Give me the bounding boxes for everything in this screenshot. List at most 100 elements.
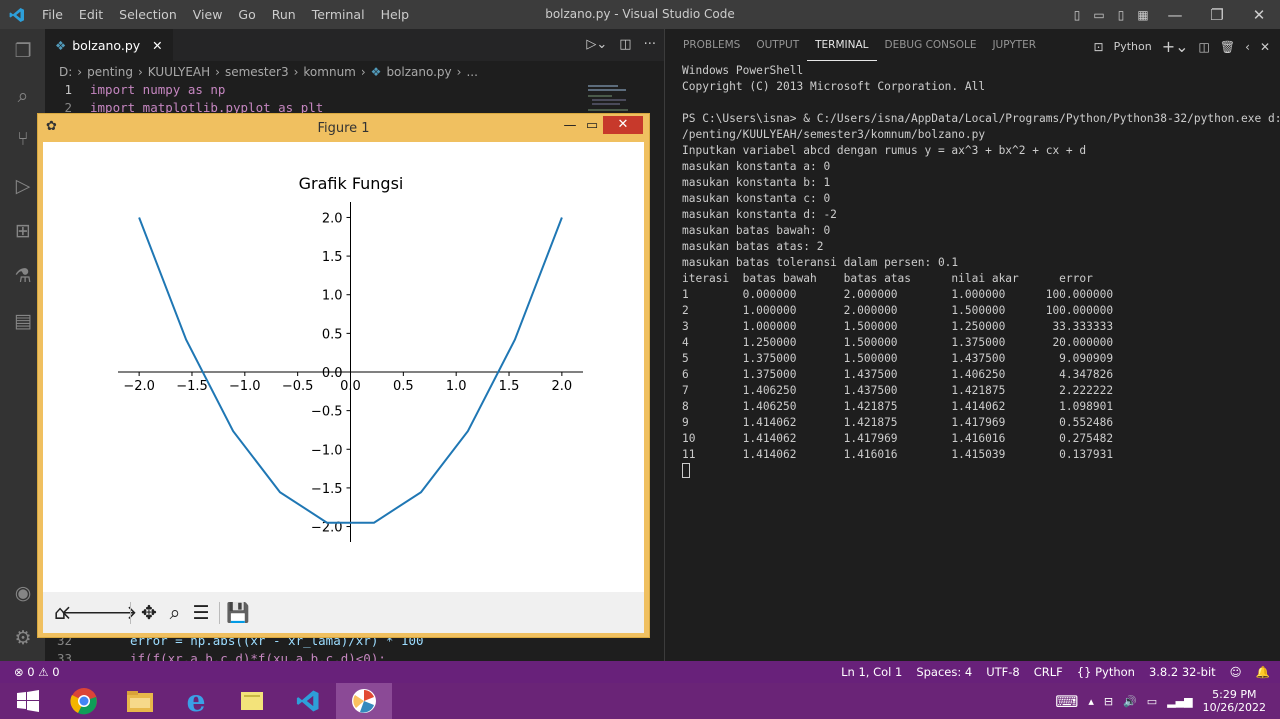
chevron-left-icon[interactable]: ‹ [1245, 39, 1250, 54]
cursor-position[interactable]: Ln 1, Col 1 [841, 665, 903, 679]
split-terminal-icon[interactable]: ◫ [1198, 39, 1210, 54]
breadcrumb-item[interactable]: ... [466, 65, 478, 79]
menu-run[interactable]: Run [271, 7, 296, 22]
figure-minimize-button[interactable]: — [563, 117, 577, 133]
network-icon[interactable]: ⊟ [1103, 694, 1114, 708]
menu-terminal[interactable]: Terminal [311, 7, 365, 22]
plot-canvas[interactable]: Grafik Fungsi −2.0 −1.5 −1.0 −0.5 0.0 0.5 1.0 1… [43, 142, 644, 592]
minimize-button[interactable]: — [1167, 5, 1183, 24]
feedback-icon[interactable]: ☺ [1229, 665, 1242, 679]
terminal-line: masukan batas toleransi dalam persen: 0.… [682, 256, 959, 269]
breadcrumb-item[interactable]: bolzano.py [386, 65, 452, 79]
chart: Grafik Fungsi −2.0 −1.5 −1.0 −0.5 0.0 0.5 1.0 1… [118, 174, 583, 542]
terminal-line: Inputkan variabel abcd dengan rumus y = … [682, 144, 1087, 157]
terminal-line: masukan konstanta a: 0 [682, 160, 831, 173]
tab-output[interactable]: OUTPUT [756, 39, 800, 51]
internet-explorer-icon[interactable]: e [186, 683, 206, 719]
extensions-icon[interactable]: ⊞ [15, 220, 31, 242]
configure-subplots-icon[interactable]: ☰ [192, 601, 210, 624]
terminal-line: masukan batas bawah: 0 [682, 224, 831, 237]
figure-close-button[interactable]: ✕ [603, 116, 643, 134]
settings-gear-icon[interactable]: ⚙ [14, 627, 32, 649]
encoding[interactable]: UTF-8 [986, 665, 1020, 679]
restore-button[interactable]: ❐ [1210, 5, 1224, 24]
terminal-line: masukan konstanta d: -2 [682, 208, 837, 221]
toggle-sidebar-icon[interactable]: ▯ [1073, 7, 1081, 22]
start-button-icon[interactable] [0, 683, 56, 719]
file-explorer-icon[interactable] [112, 683, 168, 719]
x-tick-label: −1.5 [176, 379, 208, 394]
terminal-line: 6 1.375000 1.437500 1.406250 4.347826 [682, 368, 1114, 381]
source-control-icon[interactable]: ⑂ [17, 128, 29, 150]
system-tray: ⌨ ▴ ⊟ 🔊 ▭ ▂▄▆ 5:29 PM 10/26/2022 [1055, 683, 1280, 719]
jupyter-icon[interactable]: ▤ [14, 310, 32, 332]
search-icon[interactable]: ⌕ [17, 85, 29, 107]
clock[interactable]: 5:29 PM 10/26/2022 [1203, 688, 1266, 714]
tab-close-icon[interactable]: ✕ [152, 38, 163, 53]
customize-layout-icon[interactable]: ▦ [1137, 7, 1149, 22]
menu-edit[interactable]: Edit [78, 7, 104, 22]
menu-view[interactable]: View [192, 7, 223, 22]
menu-help[interactable]: Help [380, 7, 410, 22]
python-figure-taskbar-icon[interactable] [336, 683, 392, 719]
forward-arrow-icon[interactable]: 🡒 [86, 602, 138, 624]
keyboard-icon[interactable]: ⌨ [1055, 691, 1079, 711]
clock-time: 5:29 PM [1212, 688, 1257, 701]
tab-problems[interactable]: PROBLEMS [683, 39, 741, 51]
problems-status[interactable]: ⊗ 0 ⚠ 0 [14, 665, 60, 679]
code-lines-top[interactable]: 1 import numpy as np 2 import matplotlib.p… [45, 81, 575, 117]
tab-jupyter[interactable]: JUPYTER [992, 39, 1037, 51]
tab-terminal[interactable]: TERMINAL [807, 29, 877, 61]
new-terminal-icon[interactable]: +⌄ [1161, 37, 1189, 56]
language-mode[interactable]: {} Python [1076, 665, 1135, 679]
minimap[interactable] [580, 83, 650, 143]
battery-icon[interactable]: ▭ [1146, 694, 1158, 708]
eol[interactable]: CRLF [1033, 665, 1063, 679]
run-debug-icon[interactable]: ▷ [15, 175, 31, 197]
home-icon[interactable]: ⌂ [53, 601, 67, 624]
breadcrumb-item[interactable]: komnum [303, 65, 356, 79]
bell-icon[interactable]: 🔔 [1255, 665, 1270, 679]
interpreter[interactable]: 3.8.2 32-bit [1148, 665, 1216, 679]
breadcrumb-item[interactable]: KUULYEAH [147, 65, 211, 79]
zoom-icon[interactable]: ⌕ [169, 601, 181, 624]
more-actions-icon[interactable]: ··· [643, 37, 656, 52]
terminal-line: iterasi batas bawah batas atas nilai aka… [682, 272, 1093, 285]
menu-selection[interactable]: Selection [119, 7, 177, 22]
vscode-taskbar-icon[interactable] [280, 683, 336, 719]
terminal-line: masukan konstanta b: 1 [682, 176, 831, 189]
trash-icon[interactable]: 🗑 [1219, 39, 1236, 54]
menu-bar: File Edit Selection View Go Run Terminal… [34, 7, 417, 22]
toggle-panel-icon[interactable]: ▭ [1093, 7, 1105, 22]
tab-bolzano[interactable]: ❖ bolzano.py ✕ [45, 29, 173, 61]
x-tick-label: −2.0 [123, 379, 155, 394]
testing-icon[interactable]: ⚗ [14, 265, 32, 287]
menu-file[interactable]: File [42, 7, 63, 22]
menu-go[interactable]: Go [238, 7, 256, 22]
sticky-notes-icon[interactable] [224, 683, 280, 719]
tab-debug-console[interactable]: DEBUG CONSOLE [884, 39, 977, 51]
account-icon[interactable]: ◉ [14, 582, 32, 604]
close-button[interactable]: ✕ [1252, 5, 1266, 24]
volume-icon[interactable]: 🔊 [1123, 694, 1137, 708]
terminal-line: masukan konstanta c: 0 [682, 192, 831, 205]
pan-icon[interactable]: ✥ [141, 601, 157, 624]
figure-maximize-button[interactable]: ▭ [585, 117, 599, 133]
breadcrumb-item[interactable]: penting [87, 65, 133, 79]
terminal-output[interactable]: Windows PowerShell Copyright (C) 2013 Mic… [682, 63, 1280, 480]
signal-icon[interactable]: ▂▄▆ [1167, 694, 1193, 708]
breadcrumb-item[interactable]: D: [59, 65, 73, 79]
toggle-secondary-icon[interactable]: ▯ [1117, 7, 1125, 22]
figure-toolbar: ⌂ 🡐 🡒 ✥ ⌕ ☰ 💾 [43, 592, 644, 633]
close-panel-icon[interactable]: ✕ [1259, 39, 1270, 54]
indentation[interactable]: Spaces: 4 [916, 665, 973, 679]
breadcrumb-item[interactable]: semester3 [224, 65, 289, 79]
run-file-icon[interactable]: ▷⌄ [586, 37, 608, 52]
split-editor-icon[interactable]: ◫ [619, 37, 632, 52]
terminal-line: 9 1.414062 1.421875 1.417969 0.552486 [682, 416, 1114, 429]
save-icon[interactable]: 💾 [226, 602, 250, 624]
explorer-icon[interactable]: ❐ [14, 40, 32, 62]
terminal-shell-label[interactable]: Python [1113, 40, 1152, 53]
chrome-icon[interactable] [56, 683, 112, 719]
tray-chevron-icon[interactable]: ▴ [1088, 694, 1094, 708]
